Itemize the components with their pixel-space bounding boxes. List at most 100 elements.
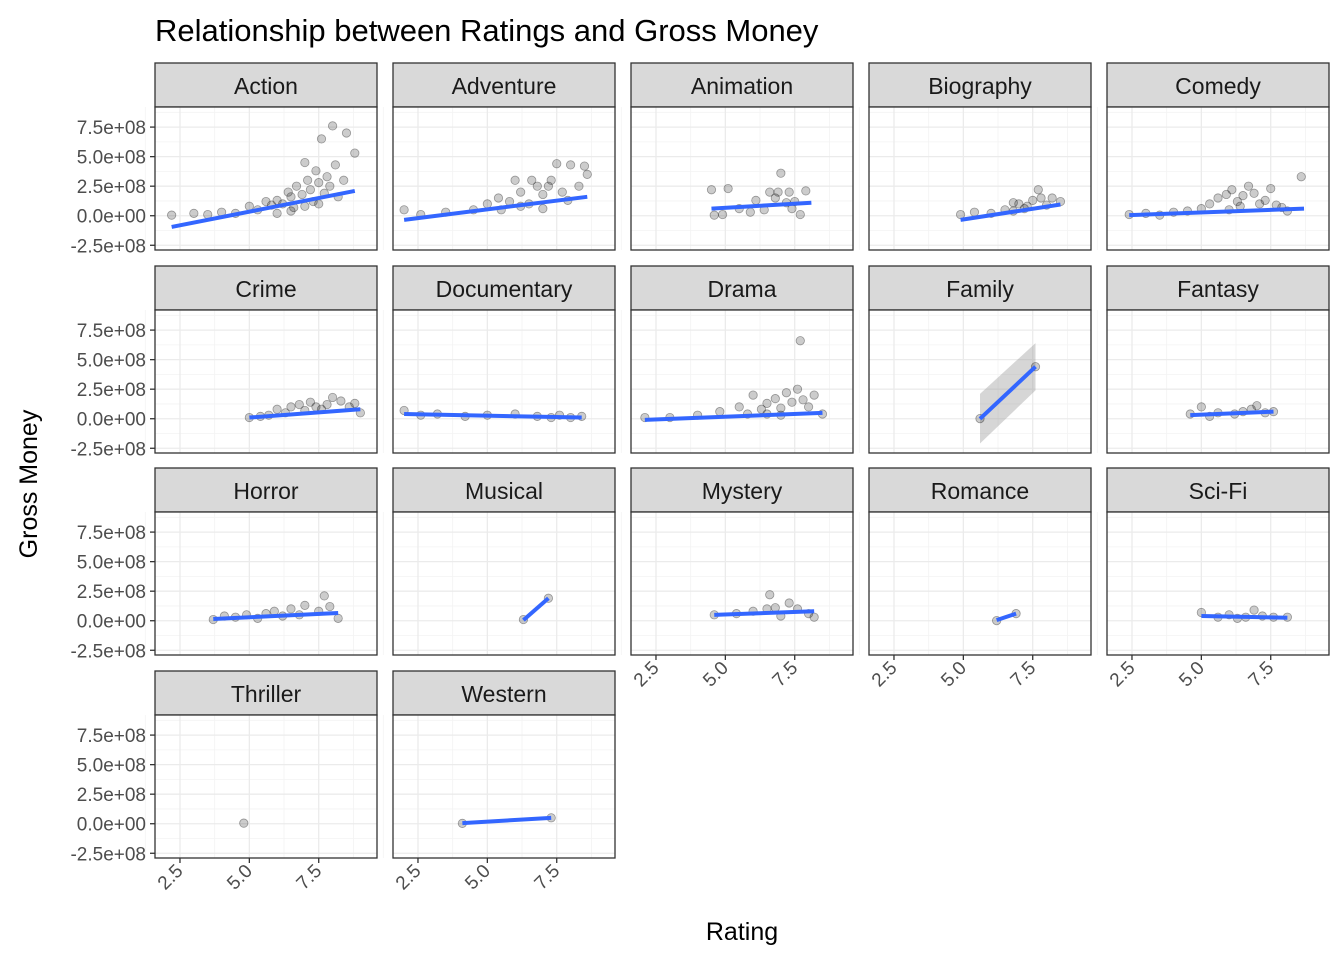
panel-border [154,714,378,859]
data-point [1260,195,1270,205]
data-point [482,199,492,209]
data-point [339,175,349,185]
data-point [286,402,296,412]
panel-background [1107,512,1329,655]
facet-strip [154,62,378,108]
panel-border [1106,106,1330,251]
data-point [1227,185,1237,195]
facet-thriller: Thriller -2.5e+08 0.0e+00 2.5e+08 5.0e+08 7.5… [70,670,378,894]
data-point [717,209,728,220]
facet-strip [154,670,378,716]
data-point [399,205,409,215]
y-tick-label: -2.5e+08 [70,236,146,257]
facet-label: Animation [691,73,793,99]
data-point [1255,199,1265,209]
data-point [565,160,576,170]
facet-label: Adventure [452,73,557,99]
facet-drama: Drama [620,265,854,454]
panel-background [155,107,377,250]
data-point [557,187,567,197]
data-point [294,399,304,410]
facet-strip [1106,265,1330,311]
data-point [1033,185,1043,195]
data-point [493,193,504,203]
data-point [969,207,980,217]
data-point [543,181,554,191]
data-point [1196,402,1206,412]
facet-documentary: Documentary [382,265,616,454]
facet-strip [868,62,1092,108]
data-point [283,187,293,197]
data-point [748,390,758,400]
data-point [765,187,775,197]
data-point [734,402,744,412]
y-tick-label: 5.0e+08 [77,756,146,777]
data-point [305,185,315,195]
panel-border [630,106,854,251]
facet-animation: Animation [620,62,854,251]
data-point [316,134,327,144]
data-point [582,169,592,179]
panel-border [154,309,378,454]
data-point [1028,195,1038,205]
data-point [723,183,733,194]
facet-romance: Romance 2.5 5.0 7.5 [858,467,1092,692]
data-point [1243,181,1254,191]
x-tick-label: 5.0 [699,658,733,692]
fit-line [213,611,339,621]
data-point [330,160,340,170]
facet-biography: Biography [858,62,1092,251]
y-tick-label: 0.0e+00 [77,815,146,836]
panel-background [393,310,615,453]
data-point [189,208,199,218]
data-point [579,161,590,171]
fit-line [171,188,356,229]
data-point [784,187,794,197]
data-point [300,157,310,168]
fit-line [1201,614,1288,620]
facet-label: Western [461,681,546,707]
data-point [286,206,296,216]
data-point [798,395,808,405]
data-point [336,396,346,406]
panel-background [631,512,853,655]
data-point [325,601,335,612]
facet-horror: Horror -2.5e+08 0.0e+00 2.5e+08 5.0e+08 7.5e+… [70,467,378,662]
fit-line [960,202,1061,222]
x-tick-label: 2.5 [392,861,426,895]
facet-label: Biography [928,73,1032,99]
facet-strip [630,467,854,513]
fit-line [978,365,1037,421]
data-point [325,181,335,191]
data-point [781,388,792,398]
y-tick-label: 2.5e+08 [77,785,146,806]
data-point [784,598,794,608]
panel-border [868,106,1092,251]
panel-background [631,310,853,453]
x-tick-label: 7.5 [1007,658,1041,692]
data-point [1036,193,1046,203]
panel-background [155,310,377,453]
x-axis-title: Rating [706,918,778,946]
data-point [1296,172,1306,182]
facet-family: Family [858,265,1092,454]
panel-background [869,310,1091,453]
x-tick-label: 2.5 [630,658,664,692]
data-point [787,397,797,407]
fit-line [249,407,361,420]
panel-background [869,107,1091,250]
data-point [770,193,780,203]
data-point [341,128,352,138]
x-tick-label: 5.0 [461,861,495,895]
data-point [510,175,520,185]
panel-border [630,511,854,656]
data-point [297,189,307,200]
data-point [300,600,310,610]
data-point [1221,189,1231,200]
data-point [333,613,343,623]
data-point [1047,193,1057,203]
data-point [350,398,360,408]
panel-border [630,309,854,454]
x-tick-label: 7.5 [1245,658,1279,692]
facet-strip [392,265,616,311]
